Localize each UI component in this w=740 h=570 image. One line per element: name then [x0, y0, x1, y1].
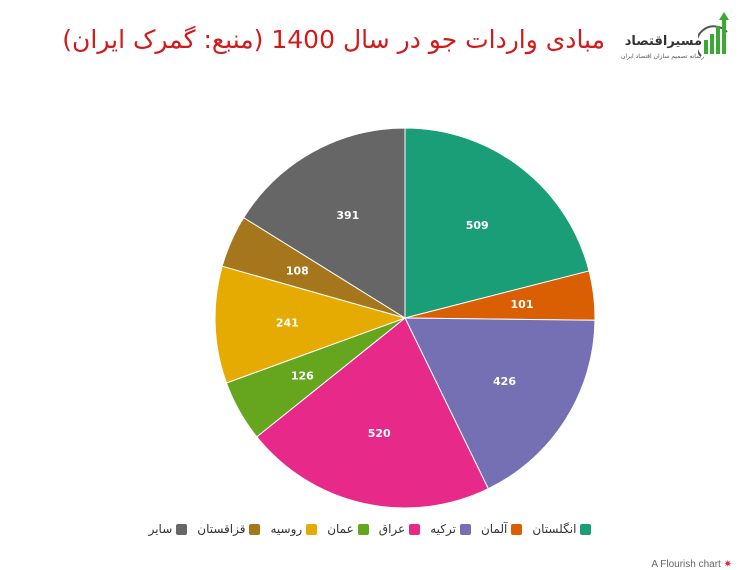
legend-item[interactable]: عراق — [378, 522, 421, 536]
legend-item[interactable]: انگلستان — [532, 522, 592, 536]
slice-value-label: 108 — [286, 264, 309, 277]
pie-slice[interactable] — [242, 127, 406, 319]
legend-label: انگلستان — [532, 522, 577, 536]
chart-title: مبادی واردات جو در سال 1400 (منبع: گمرک … — [62, 25, 605, 54]
credit-text: A Flourish chart — [651, 559, 721, 570]
pie-slice[interactable] — [404, 317, 596, 490]
pie-slice[interactable] — [256, 317, 489, 509]
legend-label: آلمان — [480, 522, 508, 536]
slice-value-label: 426 — [493, 375, 516, 388]
flourish-star-icon: ✷ — [723, 559, 732, 570]
legend-item[interactable]: قزاقستان — [197, 522, 261, 536]
legend-item[interactable]: عمان — [327, 522, 369, 536]
legend-swatch — [580, 523, 592, 535]
slice-value-label: 126 — [291, 370, 314, 383]
chart-legend: انگلستان آلمان ترکیه عراق عمان روسیه قزاقستان س… — [0, 522, 740, 536]
slice-value-label: 391 — [336, 209, 359, 222]
legend-item[interactable]: ترکیه — [430, 522, 471, 536]
logo-name: مسیراقتصاد — [624, 34, 702, 49]
slice-value-label: 101 — [511, 298, 534, 311]
legend-swatch — [511, 523, 523, 535]
slice-value-label: 509 — [466, 219, 489, 232]
legend-swatch — [409, 523, 421, 535]
legend-swatch — [176, 523, 188, 535]
masir-eqtesad-logo: مسیراقتصاد رسانه تصمیم سازان اقتصاد ایرا… — [606, 12, 732, 70]
legend-label: روسیه — [270, 522, 303, 536]
legend-label: عراق — [378, 522, 406, 536]
legend-swatch — [306, 523, 318, 535]
legend-label: قزاقستان — [197, 522, 246, 536]
legend-item[interactable]: سایر — [149, 522, 188, 536]
legend-label: عمان — [327, 522, 354, 536]
legend-swatch — [249, 523, 261, 535]
flourish-credit[interactable]: A Flourish chart ✷ — [651, 559, 732, 570]
legend-label: ترکیه — [430, 522, 456, 536]
slice-value-label: 520 — [368, 427, 391, 440]
logo-tagline: رسانه تصمیم سازان اقتصاد ایران — [620, 53, 704, 60]
legend-item[interactable]: آلمان — [480, 522, 523, 536]
legend-swatch — [357, 523, 369, 535]
pie-slice[interactable] — [404, 127, 590, 319]
legend-swatch — [459, 523, 471, 535]
legend-item[interactable]: روسیه — [270, 522, 318, 536]
pie-slice[interactable] — [214, 265, 407, 384]
growth-bars-arrow-icon — [698, 12, 729, 57]
slice-value-label: 241 — [276, 316, 299, 329]
legend-label: سایر — [148, 522, 173, 536]
